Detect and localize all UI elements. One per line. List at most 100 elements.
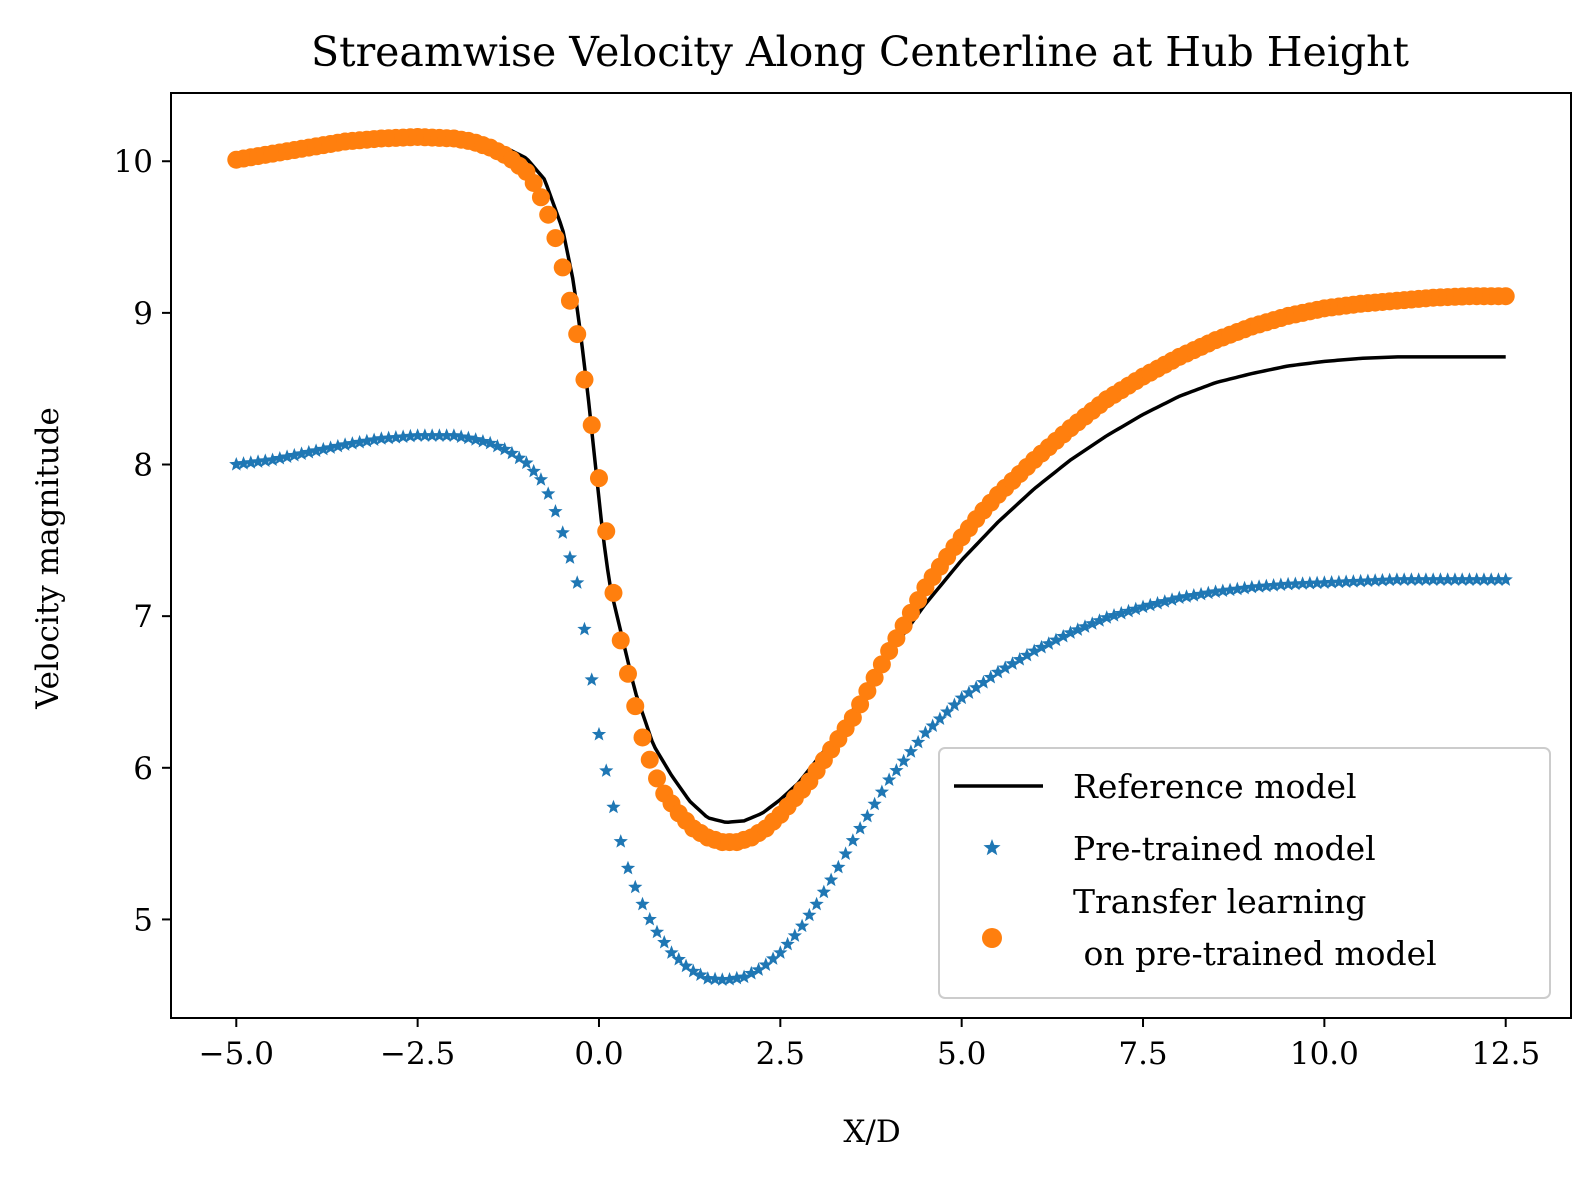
data-point-transfer [1496,287,1515,306]
data-point-pretrained [229,457,244,471]
data-point-pretrained [250,454,266,468]
data-point-pretrained [425,428,440,442]
data-point-pretrained [1201,585,1216,600]
data-point-pretrained [1179,589,1194,603]
data-point-pretrained [1143,597,1158,612]
x-tick-label: 10.0 [1290,1036,1359,1072]
data-point-pretrained [1382,572,1397,587]
data-point-pretrained [983,669,998,684]
data-point-pretrained [925,718,940,733]
data-point-pretrained [1317,575,1332,589]
data-point-pretrained [533,472,549,486]
x-tick-label: 12.5 [1471,1036,1540,1072]
x-axis: −5.0 −2.5 0.0 2.5 5.0 7.5 10.0 12.5 [199,1018,1540,1072]
data-point-pretrained [867,796,882,811]
data-point-pretrained [823,872,839,887]
data-point-transfer [633,728,652,747]
data-point-pretrained [700,971,715,985]
data-point-pretrained [1353,573,1368,588]
data-point-pretrained [1157,594,1172,608]
x-tick-label: −5.0 [199,1036,274,1072]
data-point-pretrained [852,820,868,835]
data-point-pretrained [1280,576,1296,591]
data-point-pretrained [359,433,374,448]
data-point-transfer [618,664,637,683]
data-point-pretrained [279,449,295,463]
data-point-pretrained [323,440,338,454]
data-point-transfer [648,769,667,788]
data-point-pretrained [388,430,403,444]
data-point-pretrained [874,784,890,799]
data-point-pretrained [1048,632,1064,647]
data-point-pretrained [1259,578,1274,593]
data-point-pretrained [816,884,831,899]
data-point-pretrained [1418,572,1434,586]
data-point-pretrained [236,456,251,470]
data-point-transfer [546,229,565,248]
data-point-pretrained [548,504,563,518]
x-tick-label: 7.5 [1118,1036,1167,1072]
data-point-transfer [851,695,870,714]
data-point-pretrained [765,951,781,965]
legend-label: Reference model [1073,767,1357,806]
data-point-pretrained [1368,573,1383,587]
axes-frame [170,92,1572,1019]
data-point-transfer [858,682,877,701]
data-point-pretrained [374,431,389,445]
data-point-pretrained [591,726,607,741]
series-0 [235,133,1506,824]
data-point-pretrained [780,936,795,951]
series-2 [227,127,1515,852]
data-point-pretrained [649,924,665,939]
data-point-pretrained [1027,643,1042,658]
data-point-pretrained [417,428,433,442]
data-point-pretrained [802,907,817,922]
data-point-pretrained [1426,572,1441,586]
data-point-pretrained [1005,656,1020,670]
data-point-pretrained [1077,619,1093,633]
data-point-transfer [539,205,558,224]
data-point-pretrained [526,463,541,478]
data-point-pretrained [1215,583,1230,598]
data-point-transfer [865,668,884,687]
data-point-pretrained [468,432,483,446]
y-tick-label: 10 [114,144,153,180]
data-point-pretrained [584,672,599,686]
legend-box [938,747,1551,999]
data-point-pretrained [330,438,345,453]
data-point-pretrained [1244,579,1259,594]
data-point-pretrained [707,971,723,986]
data-point-transfer [531,188,550,207]
plot-area [227,127,1515,986]
data-point-pretrained [483,435,498,450]
data-point-pretrained [1331,574,1347,589]
data-point-pretrained [1411,572,1426,586]
data-point-pretrained [896,753,911,768]
data-point-pretrained [794,918,810,933]
data-point-pretrained [671,951,686,966]
x-tick-label: 5.0 [937,1036,986,1072]
data-point-pretrained [1150,595,1165,610]
data-point-pretrained [903,744,919,758]
data-point-pretrained [990,664,1006,679]
data-point-pretrained [715,972,730,986]
data-point-pretrained [1469,572,1484,586]
data-point-pretrained [1106,608,1122,622]
data-point-pretrained [911,734,926,749]
data-point-pretrained [1455,572,1470,586]
data-point-pretrained [1295,576,1310,590]
y-tick-label: 7 [133,599,153,635]
y-tick-label: 9 [133,296,153,332]
data-point-pretrained [1251,579,1267,593]
legend-label: Pre-trained model [1073,829,1376,868]
data-point-pretrained [736,969,752,984]
data-point-pretrained [1397,572,1412,586]
data-point-pretrained [446,428,462,442]
data-point-transfer [575,370,594,389]
x-tick-label: −2.5 [380,1036,455,1072]
data-point-pretrained [1056,628,1071,643]
data-point-pretrained [454,429,469,443]
x-tick-label: 0.0 [574,1036,623,1072]
